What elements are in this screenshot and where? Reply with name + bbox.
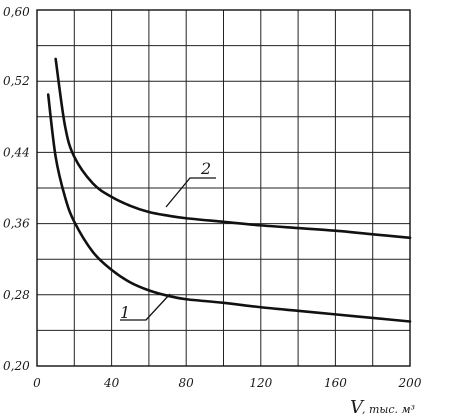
curve-label-leaders <box>120 177 216 321</box>
x-axis-label: V <box>350 397 365 418</box>
series-line-2 <box>54 57 412 240</box>
x-tick-label: 80 <box>179 376 195 390</box>
y-tick-label: 0,44 <box>3 145 30 159</box>
x-tick-label: 160 <box>324 376 347 390</box>
y-tick-label: 0,60 <box>3 5 30 19</box>
curve-1-leader <box>120 293 171 321</box>
y-tick-label: 0,20 <box>3 359 30 373</box>
series-line-1 <box>46 93 412 323</box>
y-tick-label: 0,36 <box>3 217 30 231</box>
x-tick-label: 40 <box>103 376 120 390</box>
curve-2-label: 2 <box>200 159 211 178</box>
y-tick-label: 0,28 <box>3 288 30 302</box>
curve-2-leader <box>165 177 216 208</box>
curve-1-label: 1 <box>120 303 130 322</box>
curves <box>46 57 412 323</box>
x-tick-labels: 0 40 80 120 160 200 <box>33 376 422 390</box>
x-tick-label: 120 <box>249 376 272 390</box>
plot-frame <box>36 9 411 367</box>
y-tick-label: 0,52 <box>3 74 30 88</box>
x-tick-label: 200 <box>398 376 422 390</box>
y-tick-labels: 0,20 0,28 0,36 0,44 0,52 0,60 <box>3 5 30 373</box>
x-tick-label: 0 <box>33 376 41 390</box>
x-axis-unit: , тыс. м³ <box>362 403 415 416</box>
